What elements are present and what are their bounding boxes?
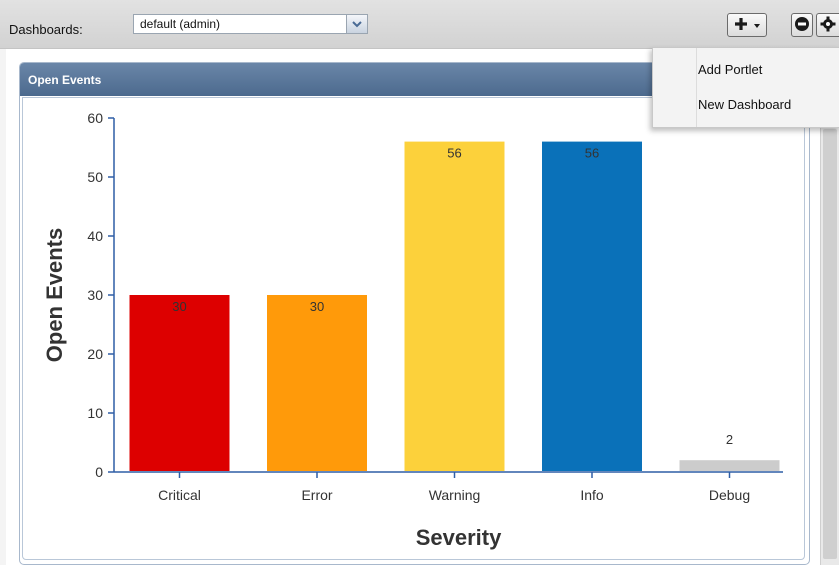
bar-warning — [404, 141, 505, 471]
y-tick-label: 10 — [87, 405, 103, 421]
x-tick-label: Info — [580, 487, 604, 503]
x-tick-label: Debug — [709, 487, 750, 503]
bar-debug — [679, 460, 780, 471]
data-label: 30 — [172, 299, 186, 314]
portlet-title: Open Events — [28, 73, 102, 87]
add-menu-button[interactable] — [727, 13, 767, 37]
y-tick-label: 30 — [87, 287, 103, 303]
menu-icon-gutter — [653, 48, 697, 127]
data-label: 2 — [726, 432, 733, 447]
y-tick-label: 50 — [87, 169, 103, 185]
open-events-chart: 0 10 20 30 40 50 60 Critical 30 Error 30 Warning 56 I… — [42, 110, 783, 550]
vertical-scrollbar[interactable] — [820, 49, 839, 565]
dashboards-label: Dashboards: — [9, 22, 83, 37]
x-tick-label: Warning — [429, 487, 481, 503]
add-dropdown-menu: Add Portlet New Dashboard — [652, 47, 839, 128]
left-margin — [0, 48, 6, 565]
x-axis-title: Severity — [416, 525, 502, 550]
y-tick-label: 60 — [87, 110, 103, 126]
bar-info — [542, 141, 642, 471]
remove-dashboard-button[interactable] — [791, 13, 813, 37]
settings-button[interactable] — [816, 13, 839, 37]
chevron-down-icon[interactable] — [346, 15, 367, 33]
scrollbar-thumb[interactable] — [823, 129, 837, 559]
data-label: 56 — [585, 146, 599, 161]
minus-circle-icon — [794, 16, 810, 35]
y-tick-label: 0 — [95, 464, 103, 480]
menu-item-new-dashboard[interactable]: New Dashboard — [698, 97, 792, 112]
dashboard-select[interactable]: default (admin) — [133, 14, 368, 34]
bar-critical — [129, 295, 230, 471]
y-tick-label: 20 — [87, 346, 103, 362]
y-tick-label: 40 — [87, 228, 103, 244]
x-tick-label: Error — [301, 487, 332, 503]
menu-item-add-portlet[interactable]: Add Portlet — [698, 62, 763, 77]
gear-icon — [820, 16, 836, 35]
portlet-body: 0 10 20 30 40 50 60 Critical 30 Error 30 Warning 56 I… — [22, 97, 805, 560]
open-events-portlet: Open Events 0 10 20 30 40 50 60 Critical 30 Error… — [19, 62, 810, 565]
data-label: 56 — [447, 146, 461, 161]
y-axis-title: Open Events — [42, 228, 67, 362]
bar-error — [267, 295, 367, 471]
x-tick-label: Critical — [158, 487, 201, 503]
dashboard-toolbar: Dashboards: default (admin) — [0, 0, 839, 49]
caret-down-icon — [754, 18, 760, 32]
plus-icon — [734, 17, 748, 34]
data-label: 30 — [310, 299, 324, 314]
dashboard-select-value: default (admin) — [140, 17, 221, 31]
